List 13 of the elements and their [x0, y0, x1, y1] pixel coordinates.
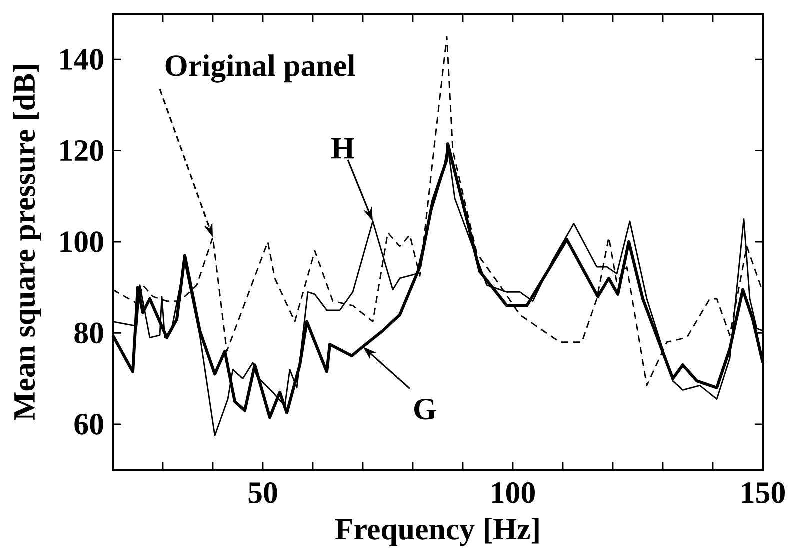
- annotation: Original panel: [166, 54, 356, 83]
- y-tick-label: 100: [60, 232, 104, 252]
- x-axis-title: Frequency [Hz]: [335, 518, 539, 546]
- x-tick-label: 150: [742, 482, 785, 504]
- x-tick-label: 50: [248, 482, 278, 504]
- y-tick-label: 120: [60, 140, 104, 162]
- y-tick-label: 80: [74, 322, 104, 344]
- y-tick-label: 140: [60, 49, 104, 70]
- y-axis-title: Mean square pressure [dB]: [13, 65, 42, 420]
- y-tick-label: 60: [74, 414, 104, 435]
- annotation: H: [332, 138, 355, 159]
- annotation: G: [414, 398, 436, 420]
- x-tick-label: 100: [492, 482, 535, 504]
